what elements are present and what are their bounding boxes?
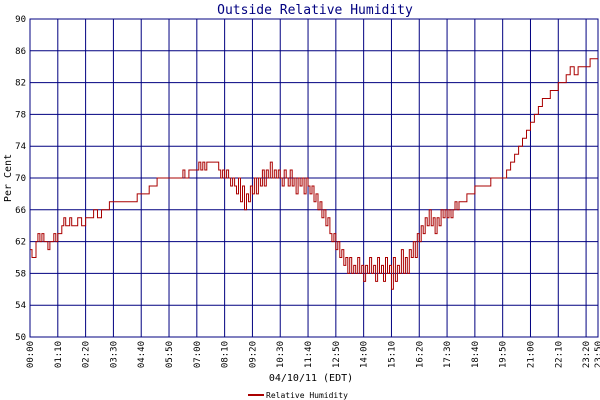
- x-tick-label: 22:10: [554, 341, 564, 368]
- legend: Relative Humidity: [248, 391, 348, 400]
- x-tick-labels: 00:00 01:10 02:20 03:30 04:40 05:50 07:00 08:10…: [26, 341, 600, 368]
- x-tick-label: 21:00: [526, 341, 536, 368]
- series-line-relative-humidity: [30, 58, 598, 290]
- x-tick-label: 04:40: [137, 341, 147, 368]
- y-tick-label: 78: [15, 110, 26, 120]
- y-tick-label: 66: [15, 206, 26, 216]
- y-tick-label: 86: [15, 47, 26, 57]
- y-axis-label: Per Cent: [3, 154, 14, 202]
- series-layer: [30, 58, 598, 290]
- y-tick-labels: 50 54 58 62 66 70 74 78 82 86 90: [15, 15, 26, 343]
- plot-border: [29, 18, 599, 338]
- y-tick-label: 58: [15, 269, 26, 279]
- chart-title: Outside Relative Humidity: [217, 3, 413, 18]
- x-tick-label: 10:30: [276, 341, 286, 368]
- x-tick-label: 16:20: [415, 341, 425, 368]
- x-tick-label: 12:50: [332, 341, 342, 368]
- x-tick-label: 23:20: [582, 341, 592, 368]
- x-tick-label: 02:20: [82, 341, 92, 368]
- y-tick-label: 82: [15, 79, 26, 89]
- x-tick-label: 03:30: [109, 341, 119, 368]
- y-tick-label: 90: [15, 15, 26, 25]
- y-tick-label: 74: [15, 142, 26, 152]
- y-tick-label: 62: [15, 238, 26, 248]
- y-tick-label: 50: [15, 333, 26, 343]
- x-tick-label: 11:40: [304, 341, 314, 368]
- x-tick-label: 05:50: [165, 341, 175, 368]
- x-tick-label: 14:00: [360, 341, 370, 368]
- x-tick-label: 00:00: [26, 341, 36, 368]
- x-tick-label: 19:50: [499, 341, 509, 368]
- legend-label: Relative Humidity: [266, 391, 348, 400]
- x-tick-label: 08:10: [221, 341, 231, 368]
- x-tick-label: 01:10: [54, 341, 64, 368]
- x-tick-label: 18:40: [471, 341, 481, 368]
- x-tick-label: 09:20: [248, 341, 258, 368]
- x-tick-label: 23:50: [594, 341, 600, 368]
- x-tick-label: 17:30: [443, 341, 453, 368]
- x-tick-label: 15:10: [387, 341, 397, 368]
- x-axis-label: 04/10/11 (EDT): [269, 373, 353, 384]
- y-tick-label: 54: [15, 301, 26, 311]
- y-tick-label: 70: [15, 174, 26, 184]
- x-tick-label: 07:00: [193, 341, 203, 368]
